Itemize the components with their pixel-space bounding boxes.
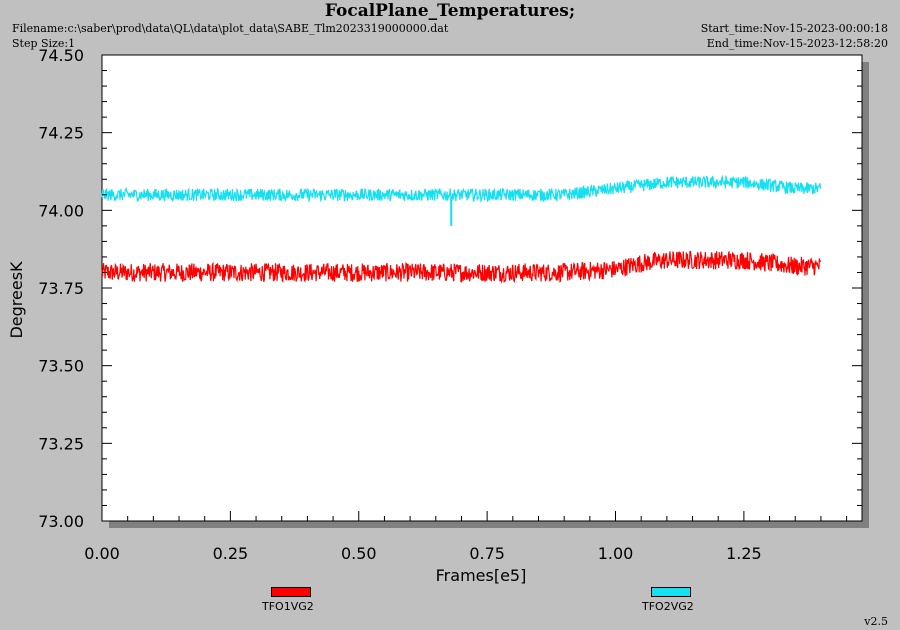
axis-layer: 73.00 73.25 73.50 73.75 74.00 74.25 74.50 0.00 0… (38, 46, 862, 563)
y-tick-label: 73.00 (38, 512, 84, 531)
legend-swatch-tfo2vg2 (651, 587, 691, 597)
y-tick-label: 73.25 (38, 434, 84, 453)
filename-text: Filename:c:\saber\prod\data\QL\data\plot… (12, 22, 449, 35)
x-axis-label: Frames[e5] (436, 566, 527, 585)
x-tick-label: 1.00 (598, 544, 634, 563)
series-line-tfo2vg2 (101, 174, 822, 203)
start-time-text: Start_time:Nov-15-2023-00:00:18 (700, 22, 888, 35)
x-tick-label: 1.25 (726, 544, 762, 563)
x-tick-label: 0.75 (469, 544, 505, 563)
y-axis-label: DegreesK (7, 261, 26, 339)
series-tfo1vg2 (101, 250, 822, 284)
legend-label-tfo2vg2: TFO2VG2 (642, 600, 694, 613)
series-tfo2vg2 (101, 174, 822, 203)
y-tick-label: 74.25 (38, 124, 84, 143)
y-tick-label: 74.50 (38, 46, 84, 65)
series-layer (101, 174, 822, 284)
legend-label-tfo1vg2: TFO1VG2 (262, 600, 314, 613)
x-tick-label: 0.00 (84, 544, 120, 563)
y-tick-label: 73.50 (38, 357, 84, 376)
chart-title: FocalPlane_Temperatures; (324, 1, 576, 21)
end-time-text: End_time:Nov-15-2023-12:58:20 (706, 37, 888, 50)
x-tick-label: 0.50 (341, 544, 377, 563)
plot-area (101, 54, 863, 522)
version-label: v2.5 (864, 615, 888, 628)
y-tick-label: 74.00 (38, 201, 84, 220)
legend-swatch-tfo1vg2 (271, 587, 311, 597)
step-size-text: Step Size:1 (12, 37, 76, 50)
series-line-tfo1vg2 (101, 250, 822, 284)
y-tick-label: 73.75 (38, 279, 84, 298)
x-tick-label: 0.25 (213, 544, 249, 563)
